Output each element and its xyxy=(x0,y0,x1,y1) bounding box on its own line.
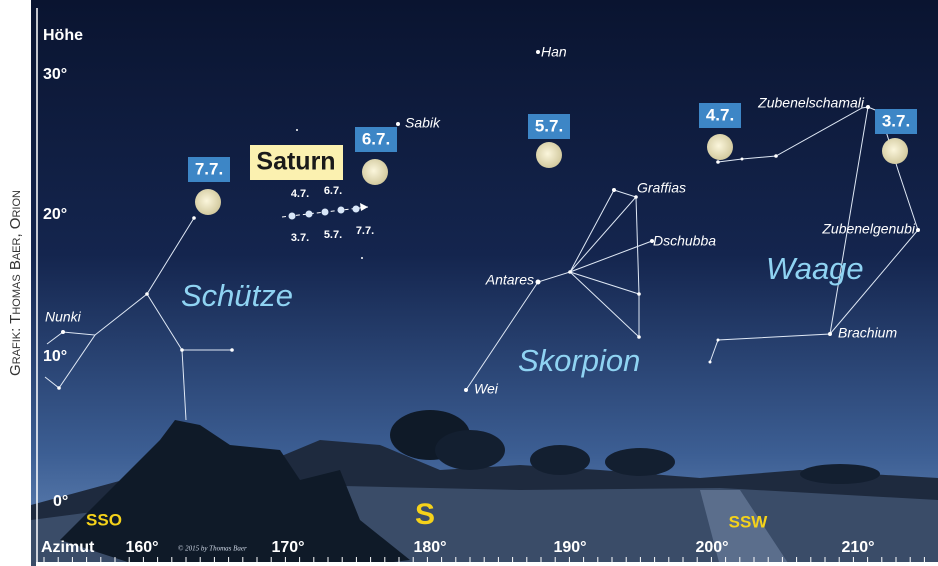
constellation-name: Waage xyxy=(766,251,864,286)
star-label: Zubenelgenubi xyxy=(821,221,916,237)
direction: S xyxy=(415,498,435,531)
star-label: Zubenelschamali xyxy=(757,95,865,111)
altitude-tick-label: 0° xyxy=(53,493,68,510)
direction: SSW xyxy=(729,512,769,531)
moon-date: 5.7. xyxy=(535,116,563,135)
star-label: Antares xyxy=(485,272,534,288)
star-label: Wei xyxy=(474,381,499,397)
moon-date: 3.7. xyxy=(882,111,910,130)
moon-date: 4.7. xyxy=(706,105,734,124)
altitude-tick-label: 30° xyxy=(43,66,67,83)
azimuth-tick-label: 210° xyxy=(841,539,874,556)
azimuth-tick-label: 180° xyxy=(413,539,446,556)
moon-date: 7.7. xyxy=(195,159,223,178)
sky-chart: Grafik: Thomas Baer, Orion xyxy=(0,0,938,566)
saturn-date: 3.7. xyxy=(291,232,309,244)
credit: © 2015 by Thomas Baer xyxy=(178,545,247,553)
altitude-title: Höhe xyxy=(43,27,83,44)
constellation-name: Skorpion xyxy=(518,343,640,378)
star-label: Dschubba xyxy=(653,233,716,249)
saturn-date: 7.7. xyxy=(356,225,374,237)
constellation-name: Schütze xyxy=(181,278,293,313)
saturn-date: 4.7. xyxy=(291,188,309,200)
star-label: Sabik xyxy=(405,115,441,131)
star-label: Brachium xyxy=(838,325,897,341)
star-label: Han xyxy=(541,44,567,60)
altitude-tick-label: 20° xyxy=(43,206,67,223)
side-credit: Grafik: Thomas Baer, Orion xyxy=(7,190,24,376)
saturn-label: Saturn xyxy=(256,148,335,176)
saturn-date: 5.7. xyxy=(324,229,342,241)
saturn-date: 6.7. xyxy=(324,185,342,197)
star-label: Nunki xyxy=(45,309,82,325)
azimuth-title: Azimut xyxy=(41,539,95,556)
altitude-tick-label: 10° xyxy=(43,348,67,365)
azimuth-tick-label: 190° xyxy=(553,539,586,556)
direction: SSO xyxy=(86,510,122,529)
azimuth-tick-label: 160° xyxy=(125,539,158,556)
moon-date: 6.7. xyxy=(362,129,390,148)
azimuth-tick-label: 200° xyxy=(695,539,728,556)
star-label: Graffias xyxy=(637,180,686,196)
azimuth-tick-label: 170° xyxy=(271,539,304,556)
